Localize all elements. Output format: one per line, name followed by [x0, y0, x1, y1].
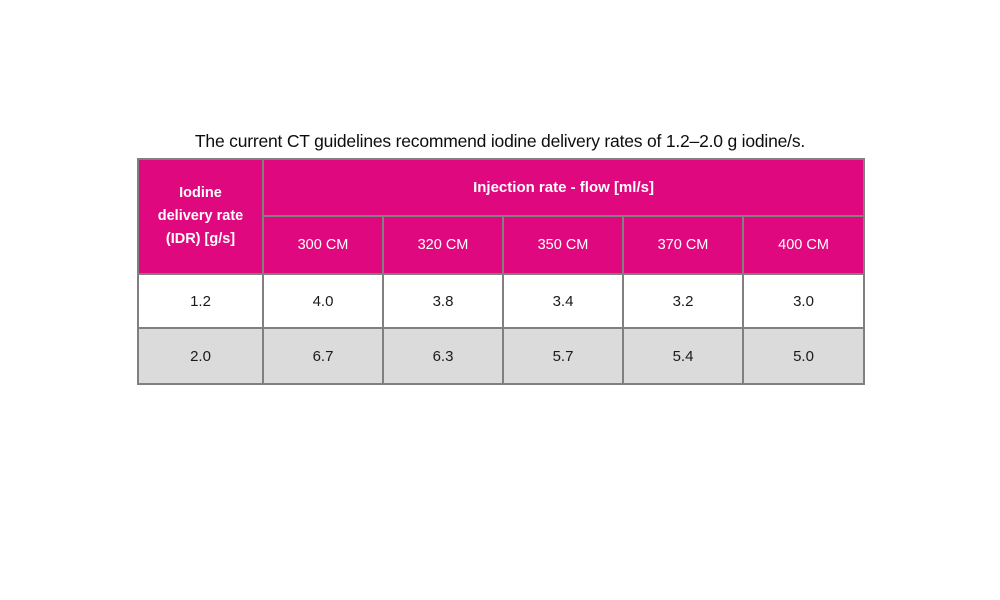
corner-header-cell: Iodine delivery rate (IDR) [g/s] — [137, 158, 264, 275]
table-row-idr-2-0: 2.0 6.7 6.3 5.7 5.4 5.0 — [137, 327, 866, 385]
data-cell: 6.7 — [262, 327, 384, 385]
column-header-row: 300 CM 320 CM 350 CM 370 CM 400 CM — [138, 215, 866, 275]
corner-header-line-3: (IDR) [g/s] — [165, 231, 236, 247]
data-cell: 3.4 — [502, 273, 624, 329]
header-group-row: Iodine delivery rate (IDR) [g/s] Injecti… — [137, 158, 866, 275]
data-cell: 3.0 — [741, 273, 866, 329]
data-cell: 5.0 — [741, 327, 866, 385]
corner-header-line-1: Iodine — [179, 185, 222, 201]
data-cell: 5.4 — [622, 327, 744, 385]
column-header-300cm: 300 CM — [262, 215, 384, 275]
data-cell: 4.0 — [262, 273, 384, 329]
row-header-cell: 2.0 — [137, 327, 264, 385]
column-header-400cm: 400 CM — [741, 215, 866, 275]
data-cell: 5.7 — [502, 327, 624, 385]
data-cell: 3.8 — [382, 273, 504, 329]
guideline-caption: The current CT guidelines recommend iodi… — [194, 131, 806, 151]
column-header-350cm: 350 CM — [502, 215, 624, 275]
data-cell: 3.2 — [622, 273, 744, 329]
column-header-370cm: 370 CM — [622, 215, 744, 275]
table-row-idr-1-2: 1.2 4.0 3.8 3.4 3.2 3.0 — [137, 273, 866, 329]
data-cell: 6.3 — [382, 327, 504, 385]
corner-header-line-2: delivery rate — [157, 208, 244, 224]
group-header-cell: Injection rate - flow [ml/s] — [261, 158, 866, 217]
column-header-320cm: 320 CM — [382, 215, 504, 275]
row-header-cell: 1.2 — [137, 273, 264, 329]
idr-flow-table: Iodine delivery rate (IDR) [g/s] Injecti… — [137, 158, 866, 385]
